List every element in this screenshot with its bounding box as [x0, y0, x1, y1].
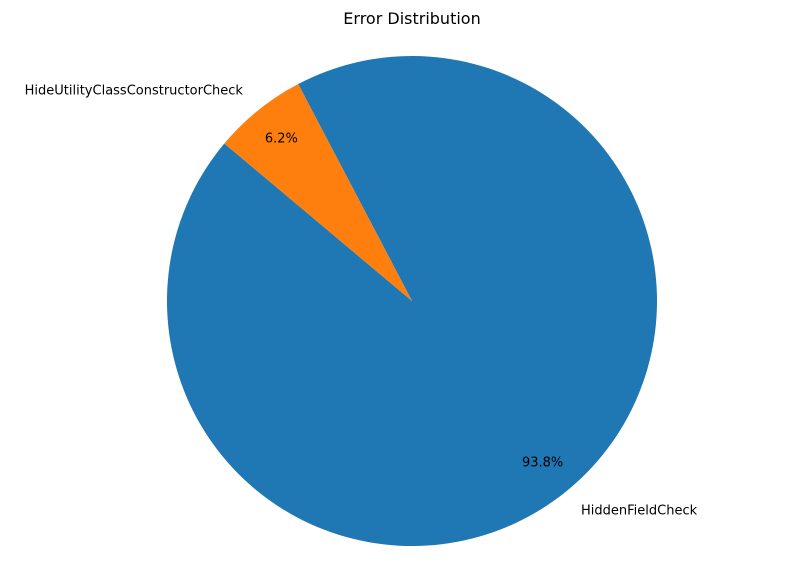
chart-title: Error Distribution [343, 9, 480, 28]
pie-slices [167, 55, 657, 546]
slice-percent-1: 6.2% [265, 131, 298, 146]
pie-slice-0 [167, 55, 657, 546]
slice-label-0: HiddenFieldCheck [581, 503, 698, 518]
pie-labels: HiddenFieldCheck 93.8% HideUtilityClassCon… [25, 84, 698, 519]
slice-label-1: HideUtilityClassConstructorCheck [25, 84, 244, 99]
slice-percent-0: 93.8% [522, 456, 563, 471]
pie-slice-1 [224, 84, 412, 301]
